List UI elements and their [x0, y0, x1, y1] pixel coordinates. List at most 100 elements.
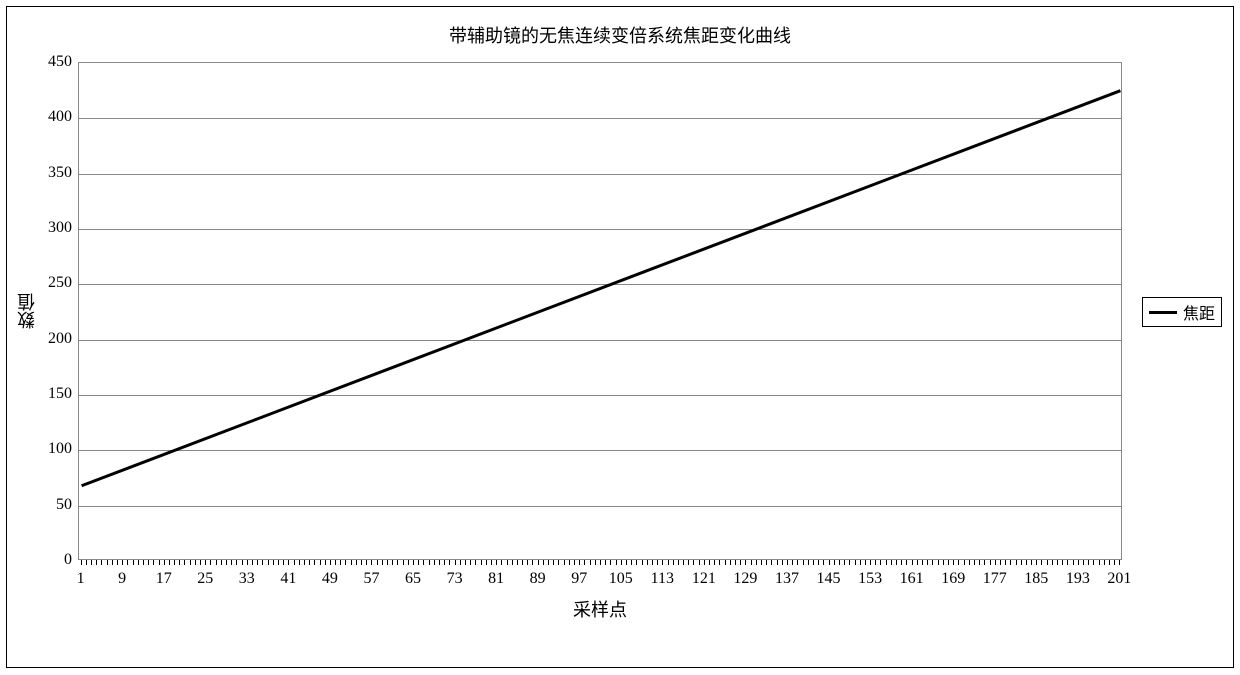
x-minor-tick: [839, 560, 840, 565]
x-minor-tick: [320, 560, 321, 565]
x-minor-tick: [288, 560, 289, 565]
x-minor-tick: [475, 560, 476, 565]
x-tick-label: 89: [518, 570, 558, 588]
x-minor-tick: [782, 560, 783, 565]
x-minor-tick: [1047, 560, 1048, 565]
x-minor-tick: [683, 560, 684, 565]
x-tick-label: 161: [892, 570, 932, 588]
x-minor-tick: [844, 560, 845, 565]
x-minor-tick: [636, 560, 637, 565]
x-tick-label: 185: [1016, 570, 1056, 588]
x-minor-tick: [1005, 560, 1006, 565]
x-minor-tick: [1078, 560, 1079, 565]
x-minor-tick: [569, 560, 570, 565]
series-line: [82, 91, 1121, 486]
x-minor-tick: [408, 560, 409, 565]
x-minor-tick: [496, 560, 497, 565]
x-minor-tick: [1026, 560, 1027, 565]
x-minor-tick: [465, 560, 466, 565]
x-minor-tick: [423, 560, 424, 565]
x-minor-tick: [247, 560, 248, 565]
x-minor-tick: [621, 560, 622, 565]
x-minor-tick: [564, 560, 565, 565]
x-minor-tick: [210, 560, 211, 565]
x-minor-tick: [1021, 560, 1022, 565]
x-minor-tick: [190, 560, 191, 565]
x-minor-tick: [1057, 560, 1058, 565]
x-minor-tick: [548, 560, 549, 565]
x-minor-tick: [948, 560, 949, 565]
x-minor-tick: [262, 560, 263, 565]
x-minor-tick: [792, 560, 793, 565]
y-tick-label: 400: [32, 108, 72, 126]
x-minor-tick: [351, 560, 352, 565]
x-minor-tick: [870, 560, 871, 565]
x-minor-tick: [922, 560, 923, 565]
y-tick-label: 350: [32, 164, 72, 182]
x-minor-tick: [138, 560, 139, 565]
x-minor-tick: [392, 560, 393, 565]
x-minor-tick: [491, 560, 492, 565]
x-minor-tick: [860, 560, 861, 565]
x-minor-tick: [610, 560, 611, 565]
x-minor-tick: [242, 560, 243, 565]
x-minor-tick: [413, 560, 414, 565]
x-minor-tick: [371, 560, 372, 565]
x-minor-tick: [366, 560, 367, 565]
x-minor-tick: [1099, 560, 1100, 565]
x-minor-tick: [1041, 560, 1042, 565]
series-layer: [79, 63, 1123, 561]
x-minor-tick: [538, 560, 539, 565]
x-minor-tick: [932, 560, 933, 565]
x-minor-tick: [345, 560, 346, 565]
x-minor-tick: [107, 560, 108, 565]
x-minor-tick: [849, 560, 850, 565]
x-minor-tick: [122, 560, 123, 565]
x-minor-tick: [579, 560, 580, 565]
x-minor-tick: [532, 560, 533, 565]
x-minor-tick: [299, 560, 300, 565]
legend: 焦距: [1142, 297, 1222, 327]
y-tick-label: 0: [32, 551, 72, 569]
x-tick-label: 17: [144, 570, 184, 588]
x-minor-tick: [626, 560, 627, 565]
x-tick-label: 121: [684, 570, 724, 588]
x-minor-tick: [112, 560, 113, 565]
x-minor-tick: [486, 560, 487, 565]
x-minor-tick: [200, 560, 201, 565]
x-minor-tick: [1073, 560, 1074, 565]
x-minor-tick: [647, 560, 648, 565]
x-minor-tick: [553, 560, 554, 565]
y-tick-label: 50: [32, 496, 72, 514]
x-minor-tick: [1104, 560, 1105, 565]
x-minor-tick: [1067, 560, 1068, 565]
x-tick-label: 1: [61, 570, 101, 588]
x-minor-tick: [958, 560, 959, 565]
y-tick-label: 150: [32, 385, 72, 403]
x-minor-tick: [1062, 560, 1063, 565]
x-minor-tick: [148, 560, 149, 565]
x-tick-label: 65: [393, 570, 433, 588]
y-tick-label: 300: [32, 219, 72, 237]
x-minor-tick: [527, 560, 528, 565]
x-minor-tick: [891, 560, 892, 565]
x-minor-tick: [449, 560, 450, 565]
x-minor-tick: [91, 560, 92, 565]
chart-title: 带辅助镜的无焦连续变倍系统焦距变化曲线: [0, 22, 1240, 48]
x-tick-label: 33: [227, 570, 267, 588]
x-minor-tick: [751, 560, 752, 565]
x-minor-tick: [377, 560, 378, 565]
x-minor-tick: [896, 560, 897, 565]
x-minor-tick: [517, 560, 518, 565]
y-tick-label: 450: [32, 53, 72, 71]
x-tick-label: 81: [476, 570, 516, 588]
x-tick-label: 145: [809, 570, 849, 588]
x-minor-tick: [990, 560, 991, 565]
x-minor-tick: [294, 560, 295, 565]
x-minor-tick: [1036, 560, 1037, 565]
x-minor-tick: [283, 560, 284, 565]
x-tick-label: 129: [725, 570, 765, 588]
x-minor-tick: [309, 560, 310, 565]
x-minor-tick: [1114, 560, 1115, 565]
legend-label: 焦距: [1183, 300, 1215, 324]
